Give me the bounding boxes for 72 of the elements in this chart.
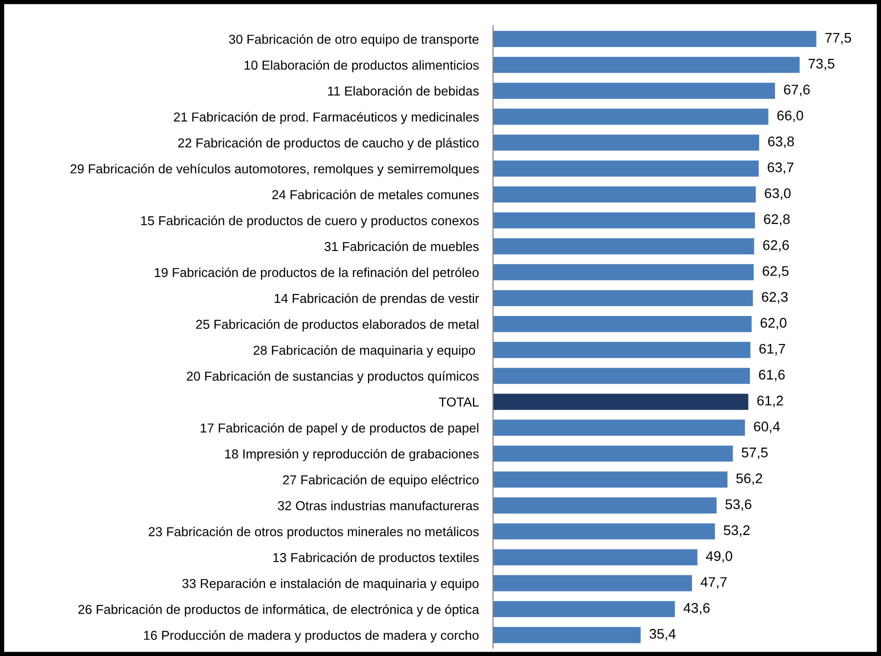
y-tick-label: 11 Elaboración de bebidas	[328, 86, 479, 96]
data-label: 62,0	[760, 318, 786, 330]
bar	[493, 212, 755, 228]
bar	[493, 290, 753, 306]
bar	[493, 160, 759, 177]
y-tick-label: 27 Fabricación de equipo eléctrico	[283, 474, 479, 487]
y-tick-label: 21 Fabricación de prod. Farmacéuticos y medicinales	[174, 112, 479, 124]
data-label: 61,2	[757, 396, 783, 408]
y-tick-label: 22 Fabricación de productos de caucho y de plástico	[178, 138, 479, 150]
bar	[493, 134, 760, 151]
bar	[493, 394, 748, 410]
y-tick-label: 16 Producción de madera y productos de madera y corcho	[144, 630, 479, 642]
data-label: 62,8	[764, 214, 790, 226]
y-tick-label: 23 Fabricación de otros productos minerales no metálicos	[148, 526, 479, 539]
data-label: 61,6	[758, 370, 785, 382]
bar	[493, 549, 698, 566]
data-label: 43,6	[684, 603, 710, 614]
y-tick-label: 31 Fabricación de muebles	[324, 241, 479, 252]
bar	[493, 368, 750, 384]
y-tick-label: 30 Fabricación de otro equipo de transporte	[229, 34, 479, 46]
y-tick-label: 10 Elaboración de productos alimenticios	[244, 60, 479, 72]
y-tick-label: 28 Fabricación de maquinaria y equipo	[254, 345, 475, 358]
bar	[493, 186, 756, 202]
bar	[493, 446, 733, 462]
bar	[493, 56, 800, 73]
bar	[493, 472, 728, 488]
data-label: 47,7	[700, 577, 727, 589]
data-label: 77,5	[825, 32, 852, 44]
y-tick-label: 19 Fabricación de productos de la refinación del petróleo	[154, 267, 479, 280]
bar	[493, 30, 816, 47]
data-label: 63,7	[768, 162, 794, 174]
y-tick-label: 13 Fabricación de productos textiles	[273, 552, 479, 565]
bar	[493, 264, 754, 280]
y-tick-label: TOTAL	[438, 397, 479, 407]
data-label: 35,4	[650, 628, 676, 640]
data-label: 66,0	[777, 110, 804, 122]
data-label: 53,2	[724, 525, 750, 537]
data-label: 62,6	[763, 240, 789, 252]
bar	[493, 627, 641, 644]
y-tick-label: 15 Fabricación de productos de cuero y productos conexos	[141, 216, 479, 228]
bar	[493, 342, 750, 358]
data-label: 67,6	[784, 84, 810, 96]
data-label: 63,8	[768, 136, 794, 148]
bar	[493, 575, 692, 592]
y-tick-label: 25 Fabricación de productos elaborados de metal	[196, 319, 478, 332]
bar	[493, 497, 717, 514]
y-tick-label: 20 Fabricación de sustancias y productos químicos	[186, 371, 479, 384]
bar	[493, 523, 715, 540]
bar	[493, 108, 768, 125]
y-tick-label: 14 Fabricación de prendas de vestir	[274, 293, 479, 306]
y-tick-label: 18 Impresión y reproducción de grabaciones	[225, 448, 479, 462]
bar	[493, 238, 754, 254]
bar	[493, 316, 752, 332]
data-label: 49,0	[706, 551, 732, 563]
bar	[493, 82, 775, 99]
y-tick-label: 17 Fabricación de papel y de productos de papel	[200, 422, 478, 436]
data-label: 56,2	[736, 473, 762, 485]
data-label: 57,5	[742, 448, 768, 459]
data-label: 60,4	[754, 422, 780, 434]
y-tick-label: 33 Reparación e instalación de maquinaria y equipo	[182, 578, 479, 591]
data-label: 61,7	[759, 344, 786, 356]
y-tick-label: 29 Fabricación de vehículos automotores, remolques y semirremolques	[70, 164, 479, 176]
data-label: 53,6	[725, 499, 752, 511]
y-tick-label: 32 Otras industrias manufactureras	[278, 500, 479, 510]
y-tick-label: 24 Fabricación de metales comunes	[272, 190, 479, 200]
data-label: 73,5	[808, 58, 834, 70]
y-tick-label: 26 Fabricación de productos de informática, de electrónica y de óptica	[78, 604, 480, 617]
data-label: 62,5	[762, 266, 788, 278]
data-label: 62,3	[762, 292, 788, 304]
bar	[493, 601, 675, 618]
bar	[493, 420, 745, 436]
data-label: 63,0	[764, 188, 791, 200]
